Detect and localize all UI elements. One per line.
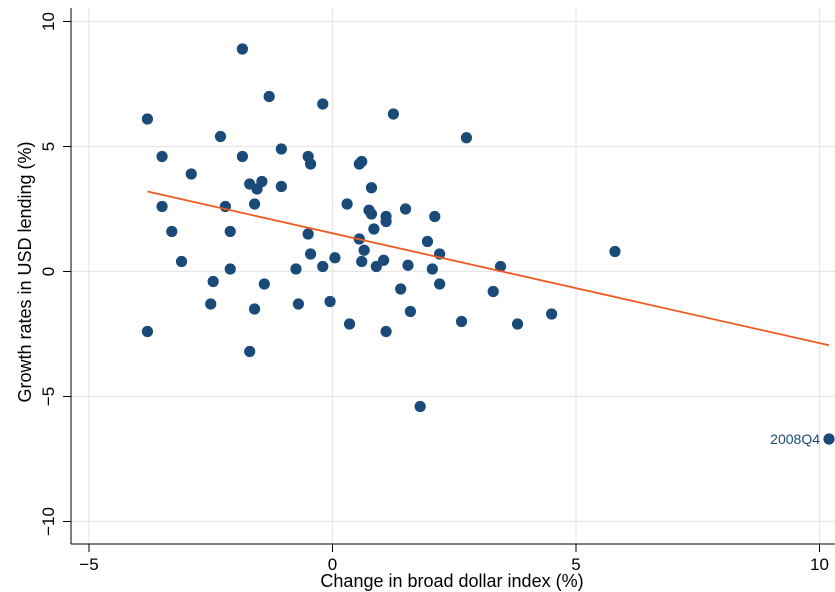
scatter-point (324, 295, 336, 308)
grid-lines (71, 8, 835, 544)
scatter-point (414, 400, 426, 413)
x-axis-ticks: −5 0 5 10 (79, 544, 829, 574)
scatter-point (275, 143, 287, 155)
scatter-point (494, 260, 507, 273)
scatter-point (185, 168, 197, 180)
scatter-point (329, 252, 341, 264)
scatter-point (302, 228, 314, 240)
y-axis-title: Growth rates in USD lending (%) (15, 141, 35, 402)
y-tick-label: 10 (39, 12, 58, 31)
scatter-point (166, 225, 178, 238)
scatter-point (395, 283, 407, 295)
scatter-point (317, 98, 329, 110)
x-tick-label: 10 (810, 555, 829, 574)
scatter-point (156, 150, 168, 163)
scatter-point (214, 130, 227, 143)
scatter-point (263, 90, 275, 103)
scatter-point (341, 198, 353, 210)
scatter-point (426, 263, 438, 275)
y-axis-ticks: −10 −5 0 5 10 (39, 12, 71, 536)
scatter-point (455, 315, 468, 328)
scatter-point (365, 182, 378, 194)
y-tick-label: −5 (39, 387, 58, 406)
y-tick-label: −10 (39, 507, 58, 536)
scatter-point (207, 275, 219, 288)
scatter-point (404, 305, 417, 318)
scatter-point (248, 303, 261, 315)
scatter-points: 2008Q4 (141, 43, 835, 447)
scatter-point (236, 150, 249, 163)
scatter-point (421, 235, 434, 248)
scatter-point (275, 180, 287, 193)
scatter-point (258, 278, 270, 290)
scatter-point (205, 298, 217, 310)
x-tick-label: 0 (328, 555, 337, 574)
scatter-point (429, 210, 441, 223)
scatter-point (365, 208, 378, 220)
scatter-point (317, 260, 329, 273)
scatter-point (141, 325, 154, 338)
scatter-point (387, 108, 399, 120)
x-tick-label: 5 (571, 555, 580, 574)
scatter-point (224, 225, 236, 238)
scatter-point (175, 255, 188, 268)
scatter-point (356, 255, 368, 268)
scatter-point (546, 308, 558, 320)
scatter-point (343, 318, 356, 330)
fit-line (147, 190, 830, 347)
scatter-point (290, 263, 302, 275)
scatter-point (244, 345, 256, 358)
scatter-point (256, 175, 268, 188)
point-label: 2008Q4 (770, 431, 820, 447)
scatter-point (304, 158, 317, 170)
scatter-point (304, 248, 317, 260)
scatter-point (380, 325, 392, 338)
scatter-point (356, 155, 368, 168)
scatter-point (460, 132, 473, 144)
scatter-point (236, 43, 249, 55)
scatter-point (380, 210, 392, 223)
y-tick-label: 5 (39, 142, 58, 151)
scatter-point (370, 260, 382, 273)
scatter-point (368, 223, 380, 235)
fit-line-group (147, 190, 830, 347)
scatter-point (823, 433, 835, 445)
scatter-point (292, 298, 305, 310)
scatter-point (399, 203, 412, 215)
scatter-point (402, 259, 414, 271)
y-tick-label: 0 (39, 267, 58, 276)
scatter-point (487, 285, 499, 298)
x-axis-title: Change in broad dollar index (%) (320, 571, 583, 591)
scatter-point (358, 244, 370, 256)
scatter-point (609, 245, 621, 258)
scatter-point (156, 200, 168, 213)
scatter-point (224, 263, 236, 275)
scatter-point (511, 318, 524, 330)
scatter-point (434, 278, 446, 290)
x-tick-label: −5 (79, 555, 98, 574)
scatter-point (378, 254, 390, 266)
scatter-point (248, 198, 261, 210)
scatter-point (141, 113, 154, 125)
